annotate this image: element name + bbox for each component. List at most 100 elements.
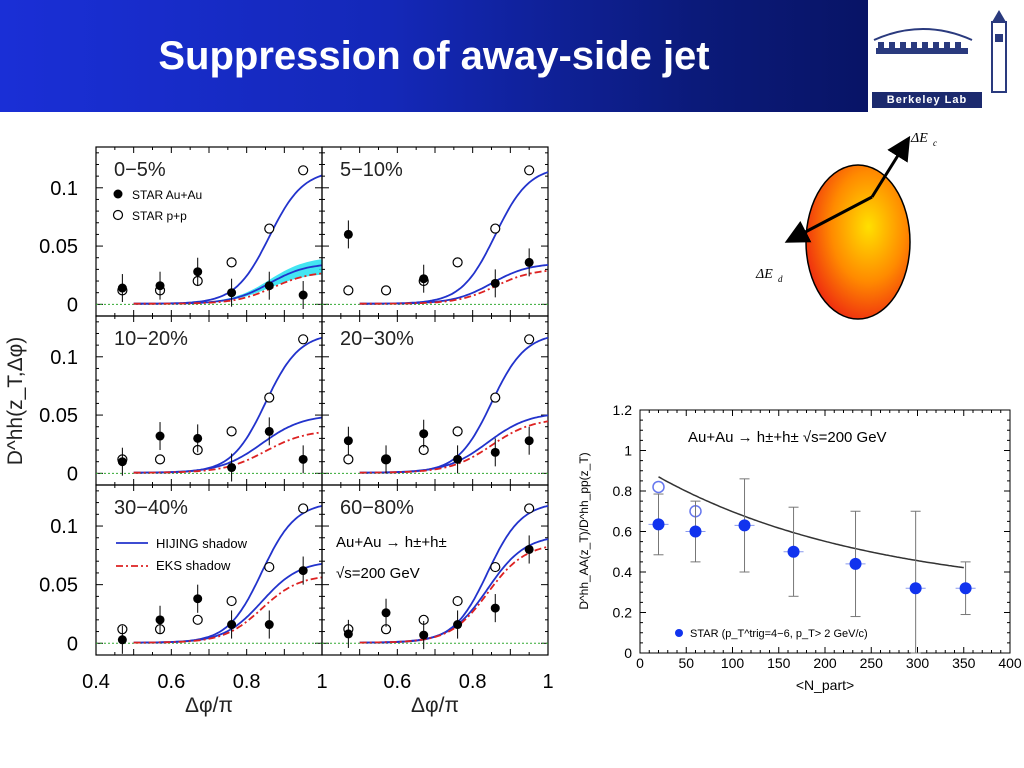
fireball-ellipse — [805, 164, 911, 320]
pp-point — [226, 595, 237, 607]
y-tick-label: 0.05 — [39, 405, 78, 427]
x-axis-label-left: Δφ/π — [185, 694, 233, 717]
raa-y-tick-label: 0.2 — [613, 605, 633, 621]
raa-x-tick-label: 0 — [636, 655, 644, 671]
auau-point — [298, 290, 308, 300]
raa-y-tick-label: 0.6 — [613, 524, 633, 540]
y-tick-label: 0.05 — [39, 236, 78, 258]
y-tick-label: 0.1 — [50, 516, 78, 538]
raa-x-tick-label: 250 — [860, 655, 884, 671]
pp-point — [264, 561, 275, 573]
pp-point — [490, 392, 501, 403]
panel-label-2: 10−20% — [114, 328, 188, 350]
auau-point — [419, 630, 429, 640]
x-tick-label: 1 — [542, 671, 553, 693]
raa-point — [738, 519, 751, 532]
eks-shadow-curve — [359, 420, 549, 474]
x-axis-label-right: Δφ/π — [411, 694, 459, 717]
raa-y-tick-label: 1 — [624, 443, 632, 459]
x-tick-label: 0.4 — [82, 671, 110, 693]
pp-point — [298, 503, 309, 514]
auau-point — [264, 620, 274, 630]
auau-point — [490, 278, 500, 288]
raa-x-tick-label: 200 — [813, 655, 837, 671]
pp-point — [192, 614, 203, 625]
auau-point — [453, 454, 463, 464]
y-tick-label: 0 — [67, 633, 78, 655]
delta-ed-label: ΔE — [755, 267, 773, 282]
panel-label-3: 20−30% — [340, 328, 414, 350]
pp-point — [264, 392, 275, 403]
eks-shadow-curve — [133, 576, 323, 644]
y-tick-label: 0 — [67, 294, 78, 316]
ed-arrow — [784, 195, 873, 243]
pp-point — [524, 165, 535, 176]
pp-point — [490, 561, 501, 573]
delta-ec-sub: c — [933, 138, 937, 148]
auau-point — [381, 454, 391, 464]
raa-fit-curve — [658, 476, 964, 569]
auau-point — [343, 436, 353, 446]
pp-point — [524, 503, 535, 514]
pp-point — [298, 334, 309, 345]
x-tick-label: 0.8 — [459, 671, 487, 693]
auau-point — [298, 454, 308, 464]
pp-point — [452, 426, 463, 437]
pp-point — [298, 165, 309, 176]
raa-point — [689, 525, 702, 538]
pp-point — [343, 285, 354, 296]
auau-point — [155, 431, 165, 441]
legend-auau-marker — [113, 189, 123, 199]
auau-point — [193, 433, 203, 443]
hijing-shadow-curve — [133, 416, 323, 474]
raa-open-point — [652, 480, 665, 494]
y-axis-label: D^hh(z_T,Δφ) — [4, 337, 27, 466]
auau-point — [227, 463, 237, 473]
auau-point — [490, 447, 500, 457]
raa-x-tick-label: 150 — [767, 655, 791, 671]
y-tick-label: 0 — [67, 463, 78, 485]
raa-point — [959, 582, 972, 595]
auau-point — [117, 283, 127, 293]
logo-mark-icon — [873, 10, 1007, 93]
auau-point — [155, 615, 165, 625]
raa-x-axis-label: <N_part> — [796, 677, 854, 693]
auau-point — [264, 281, 274, 291]
y-tick-label: 0.05 — [39, 575, 78, 597]
energy-label: √s=200 GeV — [336, 565, 420, 582]
pp-point — [226, 426, 237, 437]
pp-curve — [359, 336, 549, 474]
raa-y-tick-label: 0 — [624, 645, 632, 661]
raa-x-tick-label: 350 — [952, 655, 976, 671]
auau-point — [298, 566, 308, 576]
page-title: Suppression of away-side jet — [158, 34, 710, 78]
legend-eks-label: EKS shadow — [156, 558, 231, 573]
auau-point — [453, 620, 463, 630]
raa-x-tick-label: 50 — [678, 655, 694, 671]
pp-curve — [133, 336, 323, 474]
eks-shadow-curve — [359, 269, 549, 305]
pp-point — [452, 257, 463, 268]
auau-point — [117, 635, 127, 645]
x-tick-label: 1 — [316, 671, 327, 693]
pp-point — [524, 334, 535, 345]
x-tick-label: 0.6 — [157, 671, 185, 693]
auau-point — [419, 429, 429, 439]
auau-point — [524, 544, 534, 554]
reaction-label: Au+Au → h±+h± — [336, 534, 447, 551]
raa-y-tick-label: 0.8 — [613, 483, 633, 499]
auau-point — [264, 426, 274, 436]
pp-point — [226, 257, 237, 268]
logo-text: Berkeley Lab — [872, 92, 982, 108]
eks-shadow-curve — [359, 546, 549, 644]
delta-ed-sub: d — [778, 274, 783, 284]
auau-point — [227, 620, 237, 630]
auau-point — [524, 436, 534, 446]
pp-point — [380, 285, 392, 296]
eks-shadow-curve — [133, 272, 323, 305]
panel-label-5: 60−80% — [340, 497, 414, 519]
raa-point — [787, 545, 800, 558]
pp-point — [264, 223, 275, 234]
raa-point — [849, 557, 862, 570]
